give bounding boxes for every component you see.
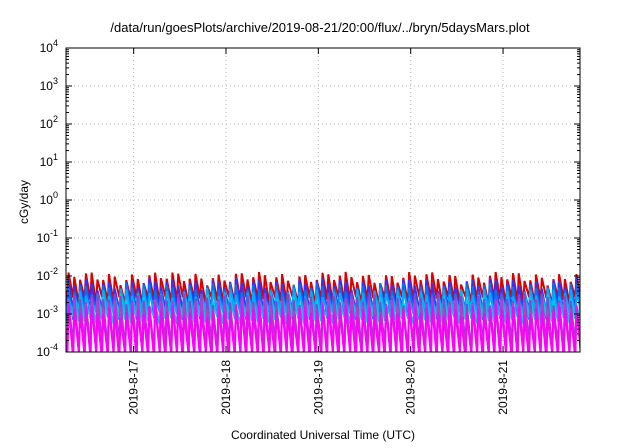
- y-tick-label: 10-3: [37, 304, 58, 321]
- y-axis: 10-4 10-3 10-2 10-1 100 101 102 103 104: [37, 38, 580, 359]
- y-tick-label: 10-1: [37, 228, 58, 245]
- series-line: [66, 287, 580, 317]
- y-tick-label: 100: [40, 190, 58, 207]
- y-axis-label: cGy/day: [17, 179, 31, 225]
- x-tick-label: 2019-8-17: [127, 360, 141, 415]
- y-tick-label: 101: [40, 152, 58, 169]
- chart-title: /data/run/goesPlots/archive/2019-08-21/2…: [110, 20, 530, 35]
- y-tick-label: 10-2: [37, 266, 58, 283]
- y-tick-label: 102: [40, 114, 58, 131]
- y-tick-label: 10-4: [37, 342, 58, 359]
- y-tick-label: 103: [40, 76, 58, 93]
- x-axis-label: Coordinated Universal Time (UTC): [230, 428, 416, 442]
- x-tick-label: 2019-8-21: [496, 360, 510, 415]
- series-layer: [66, 271, 580, 352]
- x-tick-label: 2019-8-18: [219, 360, 233, 415]
- y-tick-label: 104: [40, 38, 58, 55]
- x-tick-label: 2019-8-19: [311, 360, 325, 415]
- series-line: [66, 304, 580, 352]
- x-tick-label: 2019-8-20: [404, 360, 418, 415]
- x-axis: 2019-8-17 2019-8-18 2019-8-19 2019-8-20 2019…: [127, 48, 510, 415]
